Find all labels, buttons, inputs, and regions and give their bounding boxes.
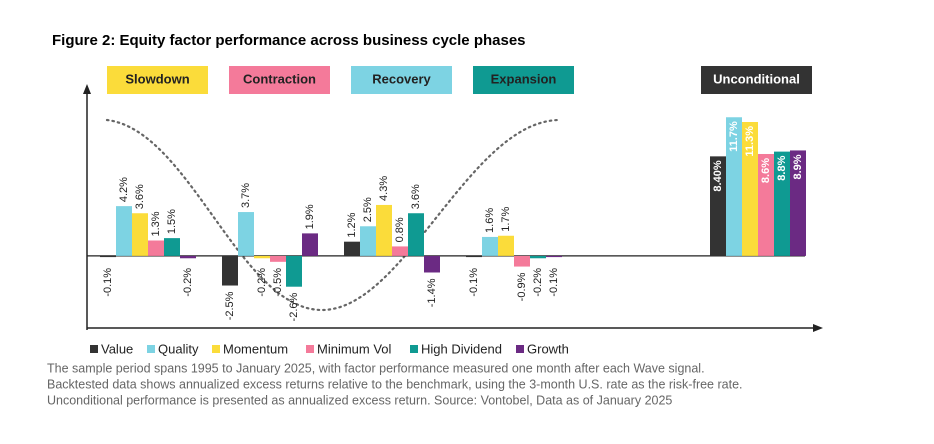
value-label: 1.2%	[346, 212, 358, 237]
bar	[286, 255, 302, 287]
bar	[482, 236, 498, 256]
footnote: The sample period spans 1995 to January …	[47, 361, 705, 375]
bar	[164, 238, 180, 256]
value-label: 8.6%	[760, 158, 772, 183]
bar	[302, 233, 318, 256]
bar	[408, 213, 424, 256]
value-label: 4.3%	[378, 176, 390, 201]
phase-label: Recovery	[372, 71, 431, 86]
value-label: 1.9%	[304, 204, 316, 229]
value-label: 3.6%	[410, 184, 422, 209]
phase-label: Slowdown	[125, 71, 189, 86]
value-label: 4.2%	[118, 177, 130, 202]
y-axis-arrow	[83, 84, 91, 94]
value-label: 11.3%	[744, 126, 756, 157]
legend-swatch	[90, 345, 98, 353]
legend-label: Quality	[158, 341, 199, 356]
bar	[254, 255, 270, 259]
legend-label: Minimum Vol	[317, 341, 392, 356]
value-label: -0.1%	[468, 268, 480, 297]
phase-box	[107, 66, 208, 94]
chart-title: Figure 2: Equity factor performance acro…	[52, 32, 526, 49]
value-label: -2.5%	[224, 291, 236, 320]
legend-swatch	[306, 345, 314, 353]
value-label: 1.5%	[166, 209, 178, 234]
phase-box	[473, 66, 574, 94]
bar	[238, 212, 254, 256]
value-label: -2.6%	[288, 293, 300, 322]
value-label: 8.40%	[712, 160, 724, 191]
value-label: 2.5%	[362, 197, 374, 222]
x-axis-arrow	[813, 324, 823, 332]
bar	[222, 255, 238, 286]
phase-label: Expansion	[491, 71, 557, 86]
bar	[270, 255, 286, 262]
value-label: -0.2%	[182, 268, 194, 297]
bar	[132, 213, 148, 256]
footnote: Backtested data shows annualized excess …	[47, 377, 743, 391]
value-label: -0.5%	[272, 268, 284, 297]
bar	[376, 204, 392, 256]
bar	[360, 226, 376, 256]
legend-swatch	[147, 345, 155, 353]
value-label: 0.8%	[394, 217, 406, 242]
phase-box	[229, 66, 330, 94]
value-label: 8.9%	[792, 154, 804, 179]
cycle-curve	[105, 118, 562, 312]
value-label: 11.7%	[728, 121, 740, 152]
bar	[530, 255, 546, 259]
legend-label: Value	[101, 341, 133, 356]
value-label: -0.1%	[548, 268, 560, 297]
value-label: 1.3%	[150, 211, 162, 236]
value-label: 1.6%	[484, 208, 496, 233]
value-label: -0.1%	[102, 268, 114, 297]
phase-box	[701, 66, 812, 94]
footnote: Unconditional performance is presented a…	[47, 393, 672, 407]
bar	[742, 121, 758, 256]
bar	[392, 246, 408, 256]
value-label: -0.2%	[256, 268, 268, 297]
value-label: -1.4%	[426, 278, 438, 307]
value-label: 3.6%	[134, 184, 146, 209]
bar	[180, 255, 196, 259]
bar	[710, 156, 726, 256]
phase-box	[351, 66, 452, 94]
bar	[116, 206, 132, 256]
bar	[344, 241, 360, 256]
legend-label: Momentum	[223, 341, 288, 356]
bar	[148, 240, 164, 256]
bar	[466, 255, 482, 258]
bar	[774, 151, 790, 256]
bar	[790, 150, 806, 256]
value-label: 8.8%	[776, 155, 788, 180]
phase-label: Contraction	[243, 71, 316, 86]
legend-label: High Dividend	[421, 341, 502, 356]
value-label: -0.2%	[532, 268, 544, 297]
bar	[424, 255, 440, 273]
value-label: 1.7%	[500, 206, 512, 231]
bar	[758, 153, 774, 256]
legend-swatch	[212, 345, 220, 353]
legend-label: Growth	[527, 341, 569, 356]
value-label: -0.9%	[516, 272, 528, 301]
phase-label: Unconditional	[713, 71, 800, 86]
bar	[100, 255, 116, 258]
value-label: 3.7%	[240, 183, 252, 208]
bar	[514, 255, 530, 267]
bar	[498, 235, 514, 256]
legend-swatch	[516, 345, 524, 353]
bar	[726, 117, 742, 256]
bar	[546, 255, 562, 258]
legend-swatch	[410, 345, 418, 353]
